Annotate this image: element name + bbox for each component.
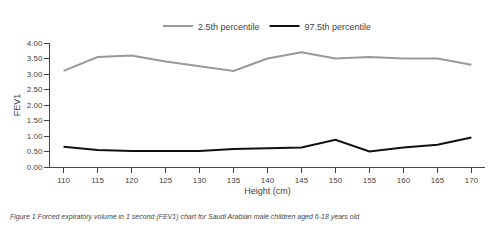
svg-text:2.00: 2.00 — [27, 101, 43, 110]
svg-text:155: 155 — [363, 176, 377, 185]
svg-text:140: 140 — [261, 176, 275, 185]
svg-text:165: 165 — [431, 176, 445, 185]
svg-text:135: 135 — [227, 176, 241, 185]
svg-text:1.50: 1.50 — [27, 116, 43, 125]
svg-text:1.00: 1.00 — [27, 132, 43, 141]
svg-text:150: 150 — [329, 176, 343, 185]
svg-text:160: 160 — [397, 176, 411, 185]
svg-text:Figure 1 Forced expiratory vol: Figure 1 Forced expiratory volume in 1 s… — [10, 213, 360, 221]
svg-text:3.50: 3.50 — [27, 54, 43, 63]
svg-text:0.50: 0.50 — [27, 147, 43, 156]
svg-text:145: 145 — [295, 176, 309, 185]
svg-text:97.5th percentile: 97.5th percentile — [305, 22, 372, 32]
svg-text:FEV1: FEV1 — [12, 94, 22, 117]
svg-text:0.00: 0.00 — [27, 163, 43, 172]
svg-text:130: 130 — [193, 176, 207, 185]
svg-text:2.5th percentile: 2.5th percentile — [198, 22, 260, 32]
svg-text:170: 170 — [465, 176, 479, 185]
svg-text:3.00: 3.00 — [27, 70, 43, 79]
svg-text:110: 110 — [57, 176, 70, 185]
svg-text:2.50: 2.50 — [27, 85, 43, 94]
svg-text:120: 120 — [125, 176, 139, 185]
svg-text:125: 125 — [159, 176, 173, 185]
svg-text:Height (cm): Height (cm) — [244, 186, 291, 196]
svg-text:115: 115 — [91, 176, 104, 185]
svg-text:4.00: 4.00 — [27, 39, 43, 48]
